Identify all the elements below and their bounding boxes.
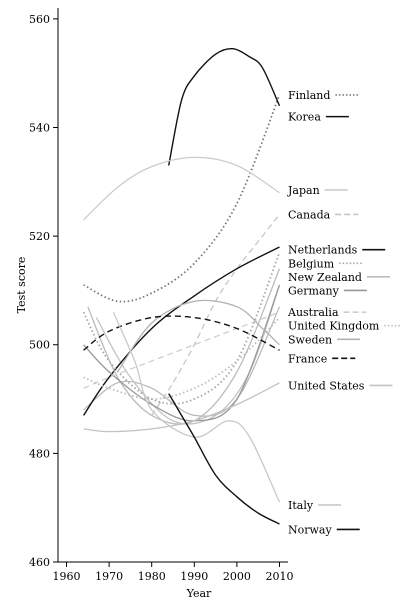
series-label-france: France [288, 352, 327, 365]
series-line-netherlands [83, 246, 280, 416]
series-line-sweden [117, 299, 280, 373]
series-label-australia: Australia [287, 306, 339, 319]
series-label-canada: Canada [288, 208, 331, 221]
x-tick-label: 1960 [53, 570, 81, 583]
series-line-canada [151, 213, 281, 416]
series-line-unlabeled [83, 306, 281, 417]
series-label-japan: Japan [287, 184, 320, 197]
series-line-korea [168, 47, 281, 166]
series-labels: Finland Korea Japan Canada NetherlandsBelgiu… [287, 89, 400, 536]
series-label-italy: Italy [288, 499, 314, 512]
series-line-australia [83, 311, 280, 389]
series-line-norway [168, 393, 280, 525]
y-tick-label: 560 [29, 13, 50, 26]
series-line-united-kingdom [83, 316, 281, 401]
series-label-germany: Germany [288, 284, 340, 297]
x-tick-label: 2010 [265, 570, 293, 583]
series-label-finland: Finland [288, 89, 330, 102]
y-tick-label: 500 [29, 339, 50, 352]
series-line-unlabeled [95, 284, 281, 425]
x-tick-label: 2000 [223, 570, 251, 583]
y-tick-label: 540 [29, 121, 50, 134]
series-line-new-zealand [87, 268, 281, 425]
series-label-netherlands: Netherlands [288, 244, 358, 257]
series-label-korea: Korea [288, 111, 321, 124]
series-line-japan [83, 156, 280, 221]
y-axis-title: Test score [15, 257, 28, 314]
series-label-new-zealand: New Zealand [288, 271, 362, 284]
series-label-united-kingdom: United Kingdom [288, 320, 380, 333]
x-axis-title: Year [186, 587, 212, 600]
x-tick-label: 1990 [180, 570, 208, 583]
series-label-united-states: United States [288, 379, 365, 392]
y-tick-label: 480 [29, 447, 50, 460]
series-lines [82, 47, 281, 525]
x-axis: 1960 1970 1980 1990 2000 2010 [53, 561, 293, 583]
x-tick-label: 1970 [95, 570, 123, 583]
series-label-norway: Norway [288, 523, 332, 536]
series-label-belgium: Belgium [288, 257, 335, 270]
y-axis: 460 480 500 520 540 560 [29, 8, 59, 569]
y-tick-label: 460 [29, 556, 50, 569]
series-label-sweden: Sweden [288, 333, 332, 346]
x-tick-label: 1980 [138, 570, 166, 583]
series-line-united-states [83, 382, 280, 433]
series-line-italy [112, 311, 281, 503]
series-line-finland [83, 94, 281, 303]
y-tick-label: 520 [29, 230, 50, 243]
